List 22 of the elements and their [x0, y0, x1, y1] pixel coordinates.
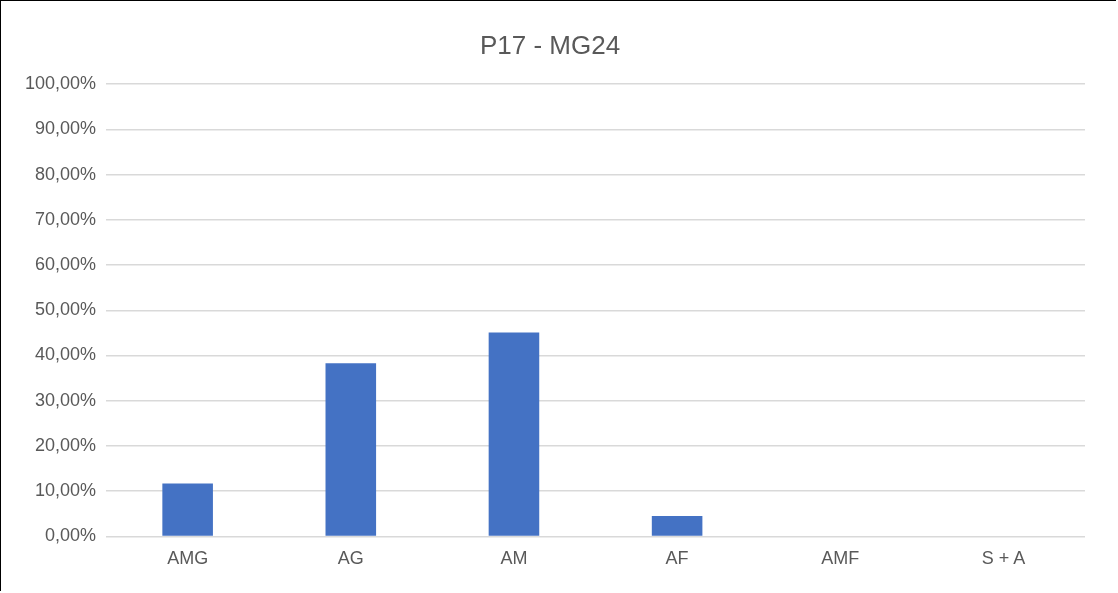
y-tick-label: 20,00% [35, 434, 97, 455]
bar [488, 332, 540, 536]
y-tick-label: 10,00% [35, 480, 97, 501]
x-tick-label: AF [665, 548, 689, 569]
y-tick-label: 0,00% [45, 525, 97, 546]
x-tick-label: AMF [821, 548, 860, 569]
bar [162, 483, 213, 536]
y-tick-label: 50,00% [35, 299, 97, 320]
y-tick-label: 100,00% [25, 73, 97, 94]
y-tick-label: 30,00% [35, 389, 97, 410]
y-tick-label: 80,00% [35, 163, 97, 184]
chart-title: P17 - MG24 [479, 29, 621, 60]
x-tick-label: AM [500, 548, 528, 569]
bar [651, 516, 703, 536]
y-tick-label: 40,00% [35, 344, 97, 365]
bar [325, 363, 377, 536]
x-tick-label: S + A [981, 548, 1026, 569]
x-tick-label: AG [337, 548, 364, 569]
y-tick-label: 90,00% [35, 118, 97, 139]
x-tick-label: AMG [167, 548, 209, 569]
y-tick-label: 60,00% [35, 254, 97, 275]
y-tick-label: 70,00% [35, 208, 97, 229]
